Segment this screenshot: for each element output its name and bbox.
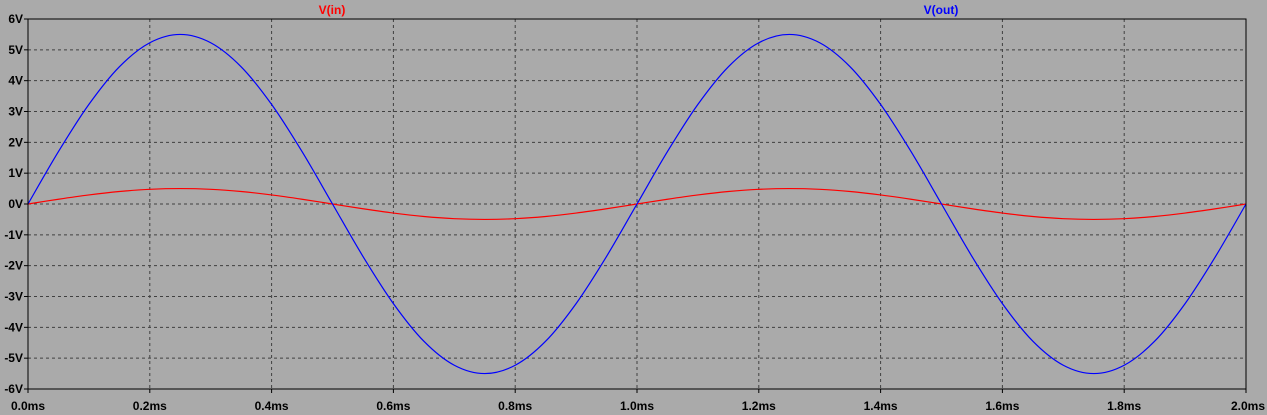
series-traces bbox=[27, 33, 1247, 375]
x-tick-label: 1.4ms bbox=[864, 399, 898, 413]
y-tick-label: -1V bbox=[4, 228, 23, 242]
x-tick-label: 0.0ms bbox=[11, 399, 45, 413]
y-tick-label: 6V bbox=[8, 12, 23, 26]
x-tick-label: 0.2ms bbox=[133, 399, 167, 413]
grid-lines bbox=[28, 19, 1246, 389]
y-tick-label: 3V bbox=[8, 105, 23, 119]
y-tick-label: 4V bbox=[8, 74, 23, 88]
x-tick-label: 0.8ms bbox=[498, 399, 532, 413]
legend: V(in) V(out) bbox=[319, 3, 959, 17]
series-line-vout bbox=[27, 33, 1247, 375]
y-tick-label: 1V bbox=[8, 166, 23, 180]
x-tick-label: 1.6ms bbox=[985, 399, 1019, 413]
y-tick-label: -2V bbox=[4, 259, 23, 273]
y-tick-label: -5V bbox=[4, 351, 23, 365]
x-tick-label: 1.2ms bbox=[742, 399, 776, 413]
y-tick-label: 2V bbox=[8, 135, 23, 149]
y-tick-label: -3V bbox=[4, 290, 23, 304]
legend-label: V(in) bbox=[319, 3, 346, 17]
x-tick-label: 1.8ms bbox=[1107, 399, 1141, 413]
x-tick-label: 1.0ms bbox=[620, 399, 654, 413]
x-tick-label: 2.0ms bbox=[1231, 399, 1265, 413]
y-tick-label: -6V bbox=[4, 382, 23, 396]
x-tick-label: 0.6ms bbox=[376, 399, 410, 413]
y-axis-ticks: 6V 5V 4V 3V 2V 1V 0V -1V -2V -3V -4V -5V -6V bbox=[4, 12, 28, 396]
y-tick-label: 5V bbox=[8, 43, 23, 57]
x-axis-ticks: 0.0ms 0.2ms 0.4ms 0.6ms 0.8ms 1.0ms 1.2ms 1.4ms… bbox=[11, 389, 1265, 413]
y-tick-label: -4V bbox=[4, 320, 23, 334]
x-tick-label: 0.4ms bbox=[255, 399, 289, 413]
legend-label: V(out) bbox=[924, 3, 959, 17]
y-tick-label: 0V bbox=[8, 197, 23, 211]
